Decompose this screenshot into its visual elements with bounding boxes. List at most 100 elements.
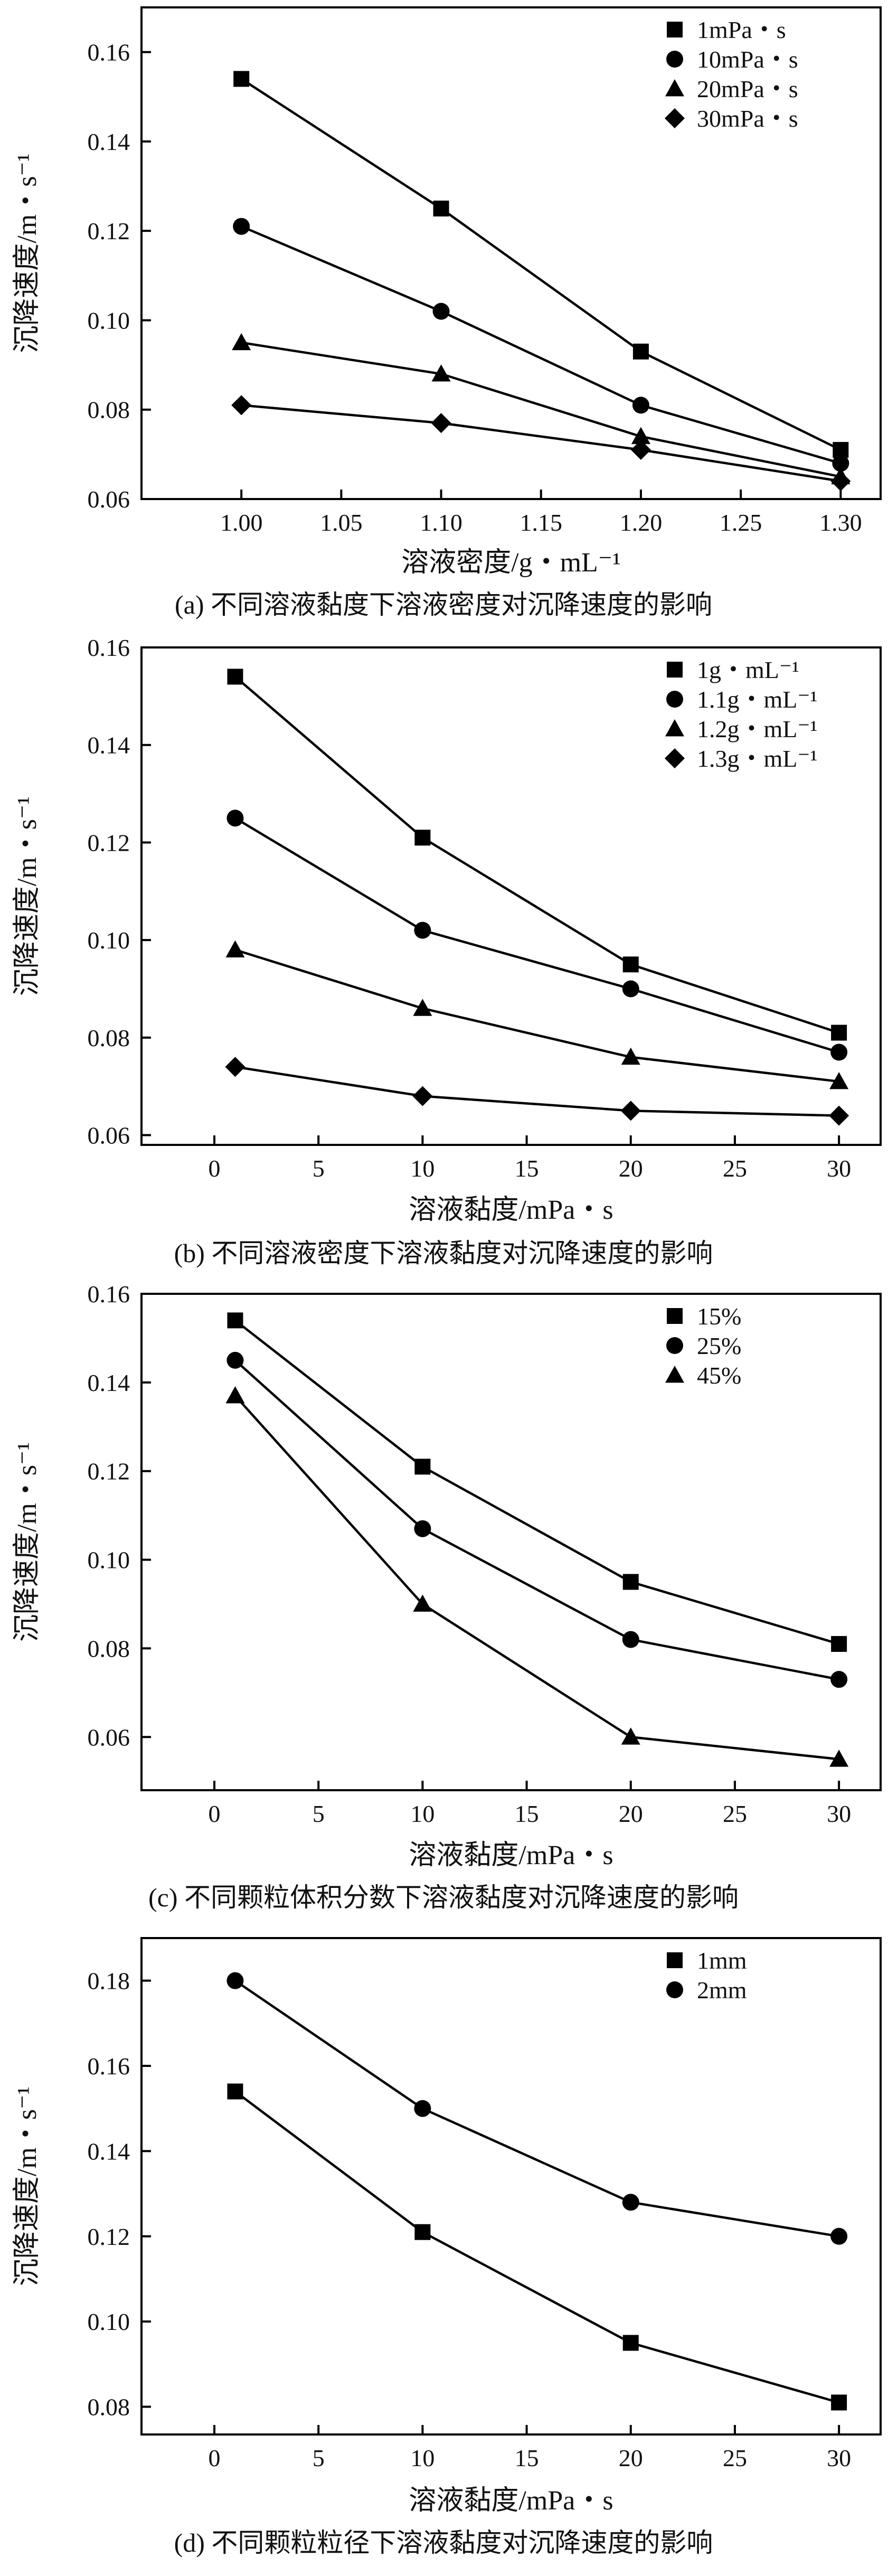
x-tick-label: 15 <box>515 2445 539 2471</box>
x-tick-label: 5 <box>313 1800 325 1827</box>
data-point <box>632 397 649 414</box>
figure-caption: (c) 不同颗粒体积分数下溶液黏度对沉降速度的影响 <box>148 1883 739 1912</box>
data-point <box>829 1750 849 1767</box>
series-line <box>234 675 839 1034</box>
data-point <box>620 1101 641 1121</box>
legend-marker <box>667 1308 683 1324</box>
plot-frame <box>140 1937 882 2436</box>
legend-marker <box>666 1981 683 1998</box>
data-point <box>233 71 250 87</box>
data-point <box>414 2224 431 2240</box>
series-line <box>234 2090 839 2404</box>
series-line <box>234 817 839 1054</box>
data-point <box>413 1594 432 1612</box>
y-tick-label: 0.12 <box>88 1458 130 1485</box>
legend-label: 30mPa・s <box>697 105 798 132</box>
x-tick-label: 15 <box>515 1800 539 1827</box>
x-tick-label: 30 <box>827 1800 851 1827</box>
y-tick-label: 0.18 <box>88 1968 130 1995</box>
y-tick-label: 0.06 <box>88 1724 130 1751</box>
y-tick-label: 0.16 <box>88 1281 130 1308</box>
data-point <box>414 922 431 939</box>
series-line <box>234 1395 839 1761</box>
data-point <box>621 1047 640 1065</box>
data-point <box>226 810 244 827</box>
y-tick-label: 0.10 <box>88 927 130 954</box>
series-line <box>234 948 839 1083</box>
y-tick-label: 0.16 <box>88 2053 130 2080</box>
data-point <box>622 980 639 998</box>
x-tick-label: 0 <box>209 1800 221 1827</box>
series-line <box>234 1319 839 1646</box>
x-tick-label: 1.20 <box>620 509 663 536</box>
x-tick-label: 20 <box>619 1800 643 1827</box>
x-tick-label: 10 <box>410 1155 434 1182</box>
data-point <box>622 956 639 973</box>
data-point <box>413 999 432 1016</box>
y-tick-label: 0.08 <box>88 1635 130 1662</box>
x-tick-label: 1.30 <box>819 509 862 536</box>
data-point <box>227 2083 243 2100</box>
legend-label: 1g・mL⁻¹ <box>697 656 799 683</box>
data-point <box>830 1043 848 1061</box>
data-point <box>226 1351 244 1369</box>
data-point <box>622 1631 639 1648</box>
data-point <box>622 1574 639 1590</box>
data-point <box>414 1520 431 1537</box>
x-tick-label: 25 <box>723 1155 747 1182</box>
series-line <box>235 1066 839 1117</box>
data-point <box>622 2194 639 2211</box>
series-line <box>241 225 841 465</box>
data-point <box>431 364 451 382</box>
data-point <box>227 669 243 685</box>
y-tick-label: 0.14 <box>88 128 130 155</box>
chart-panel-3: 0 5 10 15 20 25 30 0.06 0.08 0.10 0.12 0.14 0.16 溶液黏度… <box>12 1281 882 1912</box>
legend-marker <box>665 108 685 128</box>
data-point <box>225 1057 245 1077</box>
data-point <box>414 830 431 846</box>
x-axis-label: 溶液黏度/mPa・s <box>409 1840 613 1870</box>
x-tick-label: 5 <box>313 1155 325 1182</box>
x-axis-label: 溶液密度/g・mL⁻¹ <box>401 548 621 578</box>
y-tick-label: 0.08 <box>88 1024 130 1051</box>
plot-frame <box>140 646 882 1146</box>
legend-label: 15% <box>697 1303 741 1330</box>
x-tick-label: 25 <box>723 2445 747 2471</box>
data-point <box>431 413 451 434</box>
legend-marker <box>665 79 684 97</box>
data-point <box>832 455 849 472</box>
data-point <box>622 2335 639 2351</box>
legend-marker <box>666 691 683 708</box>
y-tick-label: 0.08 <box>88 397 130 424</box>
x-tick-label: 20 <box>619 1155 643 1182</box>
chart-panel-2: 0 5 10 15 20 25 30 0.06 0.08 0.10 0.12 0.14 0.16 溶液黏度… <box>12 634 882 1268</box>
data-point <box>414 1459 431 1475</box>
x-tick-label: 1.10 <box>420 509 462 536</box>
legend-marker <box>665 748 685 768</box>
data-point <box>631 427 650 444</box>
y-tick-label: 0.14 <box>88 2138 130 2165</box>
data-point <box>630 439 651 460</box>
y-tick-label: 0.12 <box>88 829 130 856</box>
y-tick-label: 0.06 <box>88 486 130 513</box>
data-point <box>233 218 250 235</box>
legend-marker <box>665 719 684 737</box>
data-point <box>226 1972 244 1989</box>
data-point <box>231 395 252 416</box>
legend-label: 10mPa・s <box>697 46 798 73</box>
y-axis-label: 沉降速度/m・s⁻¹ <box>12 1442 42 1642</box>
y-tick-label: 0.12 <box>88 2223 130 2250</box>
legend-marker <box>667 662 683 678</box>
data-point <box>830 2227 848 2245</box>
x-axis-label: 溶液黏度/mPa・s <box>409 2486 613 2516</box>
data-point <box>225 940 245 957</box>
chart-panel-1: 1.00 1.05 1.10 1.15 1.20 1.25 1.30 0.06 0.08 0.10… <box>12 6 882 619</box>
data-point <box>225 1386 245 1404</box>
legend-label: 20mPa・s <box>697 76 798 102</box>
data-point <box>829 1105 849 1126</box>
figure-caption: (d) 不同颗粒粒径下溶液黏度对沉降速度的影响 <box>174 2528 713 2558</box>
y-axis-label: 沉降速度/m・s⁻¹ <box>12 2086 42 2286</box>
x-tick-label: 10 <box>410 1800 434 1827</box>
data-point <box>232 333 251 351</box>
